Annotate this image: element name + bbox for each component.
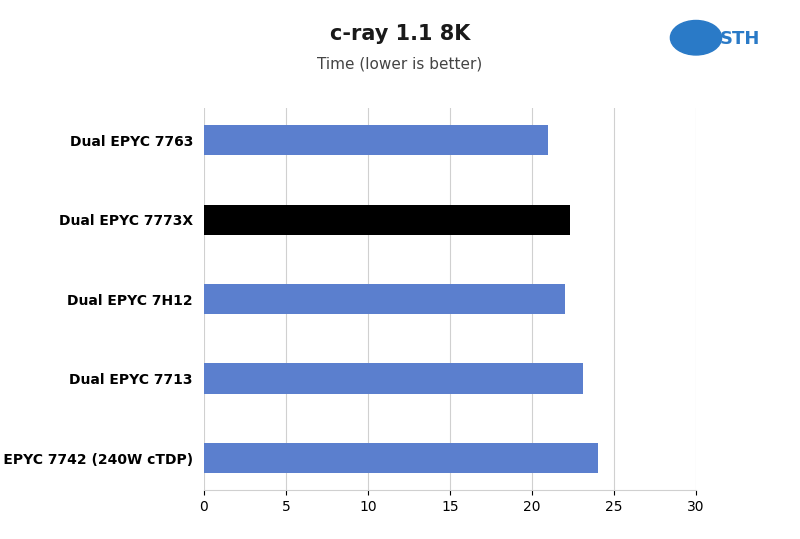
Bar: [204, 443, 598, 473]
Bar: [204, 125, 549, 155]
Bar: [204, 205, 570, 235]
Text: Time (lower is better): Time (lower is better): [318, 57, 482, 72]
Text: c-ray 1.1 8K: c-ray 1.1 8K: [330, 24, 470, 44]
Bar: [204, 284, 565, 314]
Text: STH: STH: [720, 30, 760, 47]
Bar: [204, 363, 583, 393]
